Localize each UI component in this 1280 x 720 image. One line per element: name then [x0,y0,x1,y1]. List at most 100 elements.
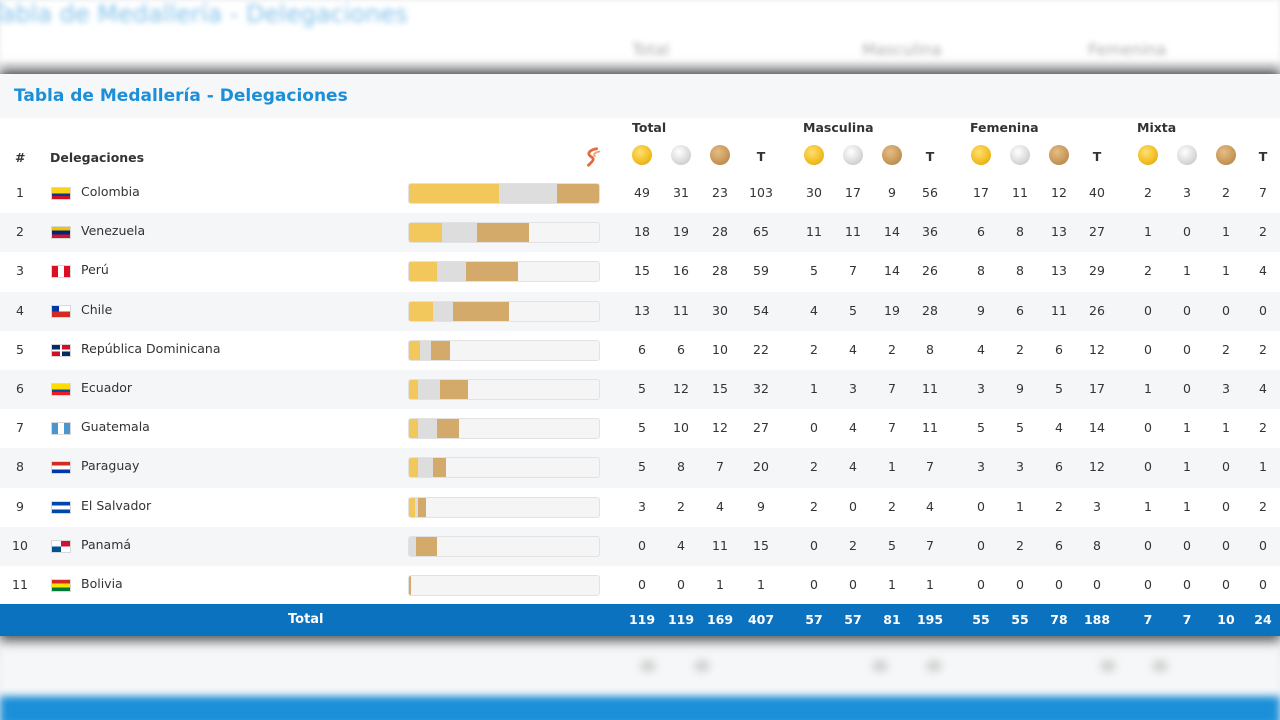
mixta-bronze: 0 [1222,302,1230,318]
medal-distribution-bar [408,574,600,596]
total-total: 32 [753,380,769,396]
table-row[interactable]: 10 Panamá 0 4 11 15 0 2 5 7 0 2 6 8 0 0 0 0 [0,526,1280,566]
delegation-name: El Salvador [81,497,152,513]
femenina-total: 26 [1089,302,1105,318]
table-row[interactable]: 4 Chile 13 11 30 54 4 5 19 28 9 6 11 26 0 0 0 0 [0,291,1280,331]
masculina-total: 28 [922,302,938,318]
mixta-total: 2 [1259,498,1267,514]
mixta-total: 2 [1259,224,1267,240]
bronze-bar-segment [432,458,446,478]
masculina-bronze: 19 [884,302,900,318]
mixta-total: 2 [1259,420,1267,436]
table-row[interactable]: 9 El Salvador 3 2 4 9 2 0 2 4 0 1 2 3 1 1 0 2 [0,488,1280,527]
femenina-bronze: 11 [1051,302,1067,318]
femenina-total: 29 [1089,263,1105,279]
total-bronze: 1 [716,576,724,592]
mixta-bronze: 0 [1222,459,1230,475]
table-row[interactable]: 3 Perú 15 16 28 59 5 7 14 26 8 8 13 29 2 1 1 4 [0,252,1280,291]
femenina-silver: 2 [1016,537,1024,553]
chile-flag-icon [51,304,71,318]
gold-medal-icon [1138,145,1158,165]
mixta-bronze: 0 [1222,576,1230,592]
masculina-bronze: 1 [888,459,896,475]
masculina-silver: 11 [845,224,861,240]
delegation-name: Colombia [81,184,140,199]
femenina-bronze: 4 [1055,420,1063,436]
silver-bar-segment [499,184,557,203]
silver-bar-segment [414,497,419,517]
gold-bar-segment [409,379,419,399]
total-silver: 8 [677,459,685,475]
masculina-total: 11 [922,420,938,436]
rank-cell: 7 [16,420,24,436]
mixta-silver: 0 [1183,341,1191,357]
gold-bar-segment [409,419,419,439]
masculina-silver: 7 [849,263,857,279]
masculina-total: 36 [922,224,938,240]
femenina-total: 40 [1089,185,1105,200]
femenina-total: 17 [1089,380,1105,396]
guatemala-flag-icon [51,422,71,436]
femenina-gold: 5 [977,420,985,436]
group-header-masculina: Masculina [803,120,874,135]
table-row[interactable]: 7 Guatemala 5 10 12 27 0 4 7 11 5 5 4 14 0 1 1 2 [0,409,1280,448]
table-row[interactable]: 2 Venezuela 18 19 28 65 11 11 14 36 6 8 13 27 1 0 1 2 [0,213,1280,253]
table-row[interactable]: 5 República Dominicana 6 6 10 22 2 4 2 8 4 2 6 12 0 0 2 2 [0,331,1280,370]
masculina-total: 26 [922,263,938,279]
total-total: 9 [757,498,765,514]
table-row[interactable]: 1 Colombia 49 31 23 103 30 17 9 56 17 11 12 40 2 3 2 7 [0,174,1280,213]
mixta-silver: 1 [1183,420,1191,436]
gold-bar-segment [409,340,421,360]
medal-distribution-bar [408,535,600,557]
bronze-bar-segment [431,340,450,360]
table-row[interactable]: 6 Ecuador 5 12 15 32 1 3 7 11 3 9 5 17 1 0 3 4 [0,369,1280,410]
femenina-silver: 1 [1016,498,1024,514]
femenina-silver: 8 [1016,224,1024,240]
group-header-femenina: Femenina [970,120,1039,135]
femenina-silver: 2 [1016,341,1024,357]
total-bronze: 30 [712,302,728,318]
rank-cell: 10 [12,537,28,553]
femenina-total: 14 [1089,420,1105,436]
medal-distribution-bar [408,378,600,400]
total-total: 22 [753,341,769,357]
masculina-total: 56 [922,185,938,200]
total-silver: 6 [677,341,685,357]
femenina-silver: 6 [1016,302,1024,318]
masculina-gold: 2 [810,341,818,357]
rank-cell: 6 [16,380,24,396]
mixta-silver: 0 [1183,380,1191,396]
grand-masculina-bronze: 81 [883,612,901,627]
mixta-gold: 1 [1144,224,1152,240]
total-silver: 4 [677,537,685,553]
total-gold: 6 [638,341,646,357]
rank-cell: 9 [16,498,24,514]
masculina-bronze: 7 [888,380,896,396]
masculina-bronze: 1 [888,576,896,592]
table-row[interactable]: 11 Bolivia 0 0 1 1 0 0 1 1 0 0 0 0 0 0 0 0 [0,566,1280,605]
grand-masculina-total: 195 [916,612,944,627]
femenina-bronze: 12 [1051,185,1067,200]
group-header-mixta: Mixta [1137,120,1177,135]
medal-distribution-bar [408,339,600,361]
grand-masculina-gold: 57 [805,612,823,627]
background-col-femenina: Femenina [1088,40,1167,59]
total-bronze: 28 [712,263,728,279]
total-bronze: 11 [712,537,728,553]
gold-bar-segment [409,301,433,321]
background-total-bar [0,696,1280,720]
mixta-gold: 1 [1144,498,1152,514]
mixta-bronze: 1 [1222,420,1230,436]
bronze-bar-segment [453,301,509,321]
bronze-medal-icon [1216,145,1236,165]
masculina-silver: 2 [849,537,857,553]
gold-medal-icon [971,145,991,165]
delegation-name: Chile [81,301,113,317]
total-silver: 19 [673,224,689,240]
masculina-gold: 2 [810,459,818,475]
gold-bar-segment [409,223,443,243]
total-column-header: T [1092,149,1102,164]
table-row[interactable]: 8 Paraguay 5 8 7 20 2 4 1 7 3 3 6 12 0 1 0 1 [0,448,1280,488]
background-page-bottom [0,636,1280,720]
bronze-bar-segment [477,223,529,243]
